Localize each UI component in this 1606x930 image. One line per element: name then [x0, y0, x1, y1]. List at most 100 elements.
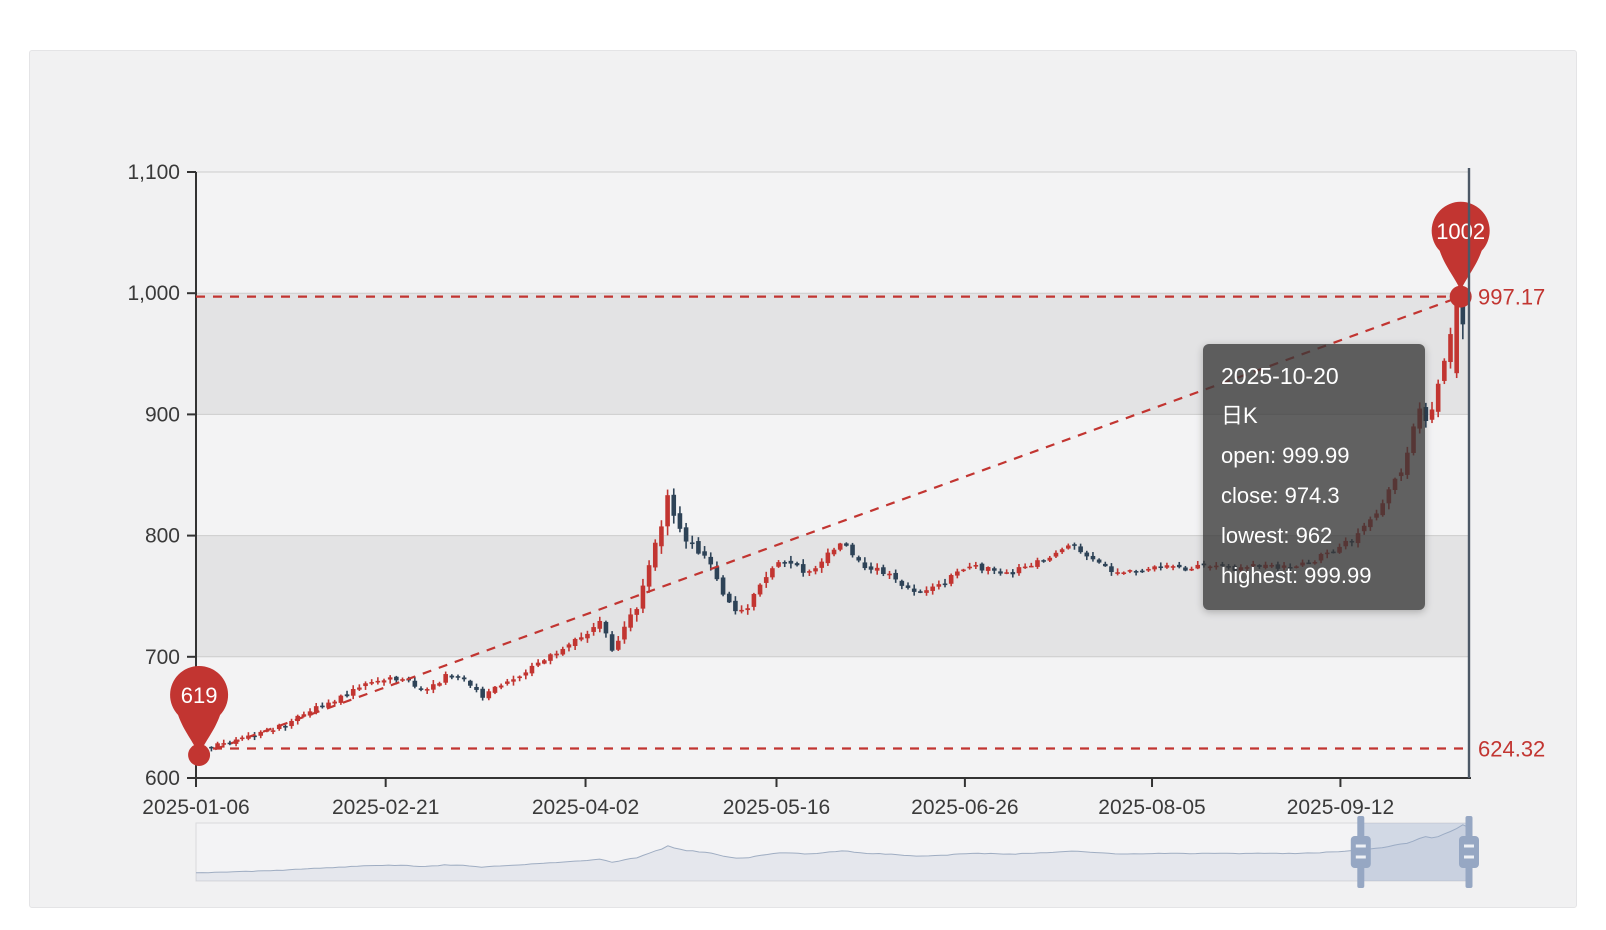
kline-chart[interactable]: 600 700 800 900 1,000 1,100 2025-01-06 2025-02-…	[30, 51, 1578, 909]
candle-body[interactable]	[566, 644, 572, 648]
candle-body[interactable]	[1201, 563, 1207, 566]
candle-body[interactable]	[726, 593, 732, 603]
candle-body[interactable]	[622, 626, 627, 640]
candle-body[interactable]	[714, 566, 720, 580]
candle-body[interactable]	[1380, 503, 1385, 516]
candle-body[interactable]	[424, 689, 430, 691]
candle-body[interactable]	[936, 584, 942, 587]
candle-body[interactable]	[1102, 563, 1108, 567]
candle-body[interactable]	[572, 638, 578, 647]
candle-body[interactable]	[1343, 540, 1349, 547]
datazoom-window[interactable]	[1360, 823, 1469, 881]
candle-body[interactable]	[850, 544, 855, 556]
candle-body[interactable]	[1300, 562, 1305, 566]
candle-body[interactable]	[640, 585, 646, 609]
candle-body[interactable]	[239, 737, 245, 740]
candle-body[interactable]	[1127, 570, 1133, 572]
candle-body[interactable]	[1022, 566, 1028, 569]
candle-body[interactable]	[350, 689, 356, 696]
candle-body[interactable]	[992, 568, 997, 571]
candle-body[interactable]	[1435, 383, 1441, 412]
datazoom-handle-right-grip[interactable]	[1459, 836, 1479, 868]
candle-body[interactable]	[1238, 567, 1244, 571]
candle-body[interactable]	[893, 572, 898, 580]
candle-body[interactable]	[1269, 565, 1275, 567]
candle-body[interactable]	[1392, 478, 1398, 491]
candle-body[interactable]	[609, 634, 615, 651]
candle-body[interactable]	[313, 706, 319, 713]
candle-body[interactable]	[1368, 519, 1373, 528]
candle-body[interactable]	[918, 591, 923, 593]
candle-body[interactable]	[289, 720, 294, 727]
candle-body[interactable]	[751, 593, 757, 607]
candle-body[interactable]	[985, 567, 991, 571]
candle-body[interactable]	[973, 565, 979, 567]
candle-body[interactable]	[1232, 565, 1238, 571]
candle-body[interactable]	[474, 687, 479, 690]
candle-body[interactable]	[461, 677, 467, 680]
candle-body[interactable]	[326, 702, 331, 708]
candle-body[interactable]	[369, 682, 374, 684]
candle-body[interactable]	[332, 701, 338, 704]
candle-body[interactable]	[1411, 426, 1416, 453]
candle-body[interactable]	[1312, 561, 1318, 564]
candle-body[interactable]	[689, 542, 695, 545]
candle-body[interactable]	[788, 560, 794, 564]
candle-body[interactable]	[776, 562, 781, 567]
candle-body[interactable]	[924, 590, 929, 593]
candle-body[interactable]	[1195, 564, 1201, 569]
candle-body[interactable]	[733, 600, 738, 612]
candle-body[interactable]	[868, 566, 874, 570]
candle-body[interactable]	[899, 580, 905, 586]
candle-body[interactable]	[961, 569, 966, 572]
datazoom-handle-left-grip[interactable]	[1350, 836, 1371, 868]
candle-body[interactable]	[1041, 560, 1046, 562]
candle-body[interactable]	[1405, 452, 1410, 475]
candle-body[interactable]	[1337, 546, 1342, 553]
candle-body[interactable]	[1115, 572, 1120, 574]
candle-body[interactable]	[696, 541, 701, 554]
candle-body[interactable]	[665, 495, 670, 527]
candle-body[interactable]	[480, 688, 485, 698]
candle-body[interactable]	[1109, 566, 1114, 573]
candle-body[interactable]	[807, 571, 812, 573]
candle-body[interactable]	[1386, 489, 1392, 504]
candle-body[interactable]	[258, 731, 264, 736]
candle-body[interactable]	[1454, 298, 1459, 374]
candle-body[interactable]	[844, 543, 849, 546]
candle-body[interactable]	[1010, 572, 1016, 575]
candle-body[interactable]	[578, 637, 584, 640]
candle-body[interactable]	[720, 577, 726, 595]
candle-body[interactable]	[1287, 567, 1293, 569]
candle-body[interactable]	[1294, 566, 1299, 568]
candle-body[interactable]	[1207, 566, 1213, 569]
candle-body[interactable]	[227, 742, 233, 745]
candle-body[interactable]	[1220, 564, 1225, 566]
candle-body[interactable]	[1281, 565, 1287, 568]
candle-body[interactable]	[1417, 408, 1422, 429]
candle-body[interactable]	[1306, 562, 1312, 565]
candle-body[interactable]	[1004, 572, 1009, 574]
candle-body[interactable]	[825, 552, 831, 564]
candle-body[interactable]	[381, 680, 387, 683]
candle-body[interactable]	[1084, 552, 1090, 557]
candle-body[interactable]	[1065, 545, 1071, 549]
candle-body[interactable]	[1090, 555, 1096, 560]
candle-body[interactable]	[221, 743, 227, 745]
candle-body[interactable]	[1016, 567, 1022, 574]
candle-body[interactable]	[270, 730, 276, 732]
candle-body[interactable]	[1349, 540, 1355, 543]
candle-body[interactable]	[652, 542, 658, 568]
candle-body[interactable]	[511, 679, 516, 682]
candle-body[interactable]	[881, 567, 886, 575]
candle-body[interactable]	[492, 686, 498, 693]
candle-body[interactable]	[1139, 570, 1145, 573]
candle-body[interactable]	[794, 563, 800, 566]
candle-body[interactable]	[523, 672, 529, 676]
candle-body[interactable]	[634, 609, 640, 615]
candle-body[interactable]	[942, 583, 948, 586]
candle-body[interactable]	[887, 573, 892, 576]
candle-body[interactable]	[819, 561, 825, 568]
candle-body[interactable]	[283, 725, 288, 728]
candle-body[interactable]	[967, 566, 972, 569]
